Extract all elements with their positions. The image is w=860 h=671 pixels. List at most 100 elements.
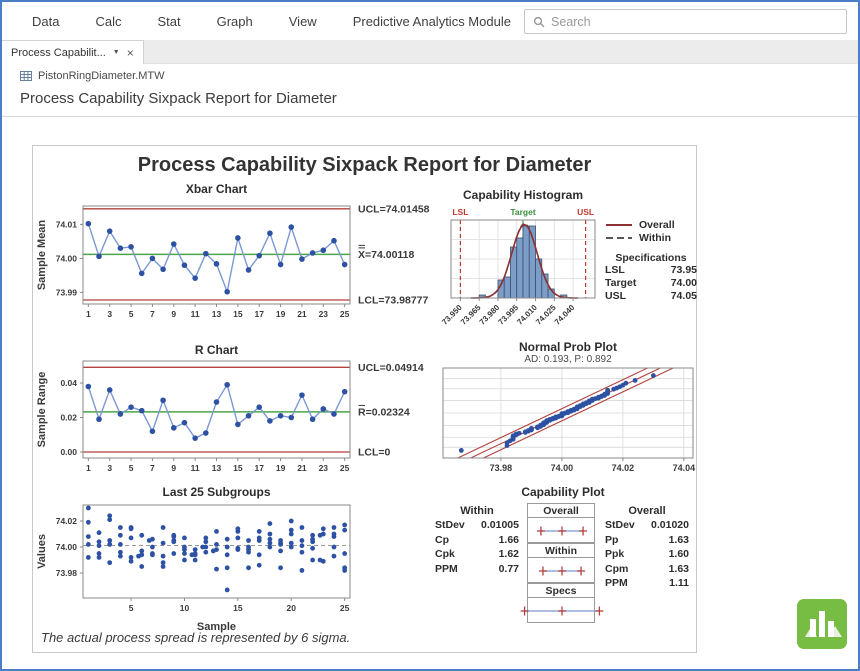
stat-row: StDev0.01005 [435, 518, 519, 533]
report-canvas[interactable]: Process Capability Sixpack Report for Di… [32, 145, 697, 653]
svg-text:74.02: 74.02 [56, 516, 78, 526]
stat-row: Cpk1.62 [435, 547, 519, 562]
interval-overall-label: Overall [527, 503, 595, 518]
svg-text:0.00: 0.00 [60, 447, 77, 457]
svg-text:15: 15 [233, 309, 243, 319]
spec-target-value: 74.00 [671, 277, 697, 290]
svg-text:1: 1 [86, 463, 91, 473]
worksheet-grid-icon [20, 70, 32, 82]
tab-dropdown-icon[interactable]: ▼ [113, 49, 120, 56]
menu-data[interactable]: Data [32, 14, 59, 29]
svg-text:LCL=0: LCL=0 [358, 446, 391, 458]
minitab-logo [797, 599, 847, 649]
svg-text:3: 3 [107, 309, 112, 319]
worksheet-name: PistonRingDiameter.MTW [38, 70, 165, 82]
svg-text:74.040: 74.040 [553, 303, 577, 327]
capability-histogram: LSLUSLTarget73.95073.96573.98073.99574.0… [433, 198, 633, 333]
bar-chart-icon [797, 599, 847, 649]
tab-process-capability[interactable]: Process Capabilit... ▼ × [2, 40, 144, 64]
svg-text:UCL=74.01458: UCL=74.01458 [358, 203, 430, 215]
specifications-title: Specifications [605, 252, 697, 264]
interval-specs [512, 598, 612, 623]
worksheet-link[interactable]: PistonRingDiameter.MTW [20, 70, 165, 82]
svg-text:25: 25 [340, 463, 350, 473]
svg-text:0.04: 0.04 [60, 378, 77, 388]
svg-text:11: 11 [191, 309, 200, 319]
spec-row-lsl: LSL 73.95 [605, 264, 697, 277]
menu-calc[interactable]: Calc [95, 14, 121, 29]
svg-text:Sample Mean: Sample Mean [36, 220, 48, 291]
interval-overall-zone [527, 518, 595, 543]
last-25-subgroups-chart: 74.0274.0073.98510152025ValuesSample [33, 493, 433, 643]
svg-text:73.99: 73.99 [56, 287, 78, 297]
menu-bar: Data Calc Stat Graph View Predictive Ana… [2, 2, 858, 40]
overall-stats-title: Overall [605, 504, 689, 518]
svg-text:5: 5 [129, 463, 134, 473]
normal-prob-plot: 73.9874.0074.0274.04 [403, 364, 713, 476]
svg-text:Values: Values [36, 534, 48, 569]
svg-text:5: 5 [129, 309, 134, 319]
capability-plot-title: Capability Plot [438, 485, 688, 499]
svg-text:3: 3 [107, 463, 112, 473]
svg-text:10: 10 [180, 603, 190, 613]
spec-lsl-label: LSL [605, 264, 625, 277]
stat-row: PPM1.11 [605, 576, 689, 591]
interval-within-label: Within [527, 543, 595, 558]
svg-text:20: 20 [287, 603, 297, 613]
svg-text:17: 17 [254, 309, 264, 319]
svg-text:21: 21 [297, 463, 307, 473]
within-stats-title: Within [435, 504, 519, 518]
menu-stat[interactable]: Stat [157, 14, 180, 29]
spec-usl-value: 74.05 [671, 290, 697, 303]
tab-label: Process Capabilit... [11, 47, 106, 59]
svg-text:74.00: 74.00 [56, 253, 78, 263]
legend-within-label: Within [639, 232, 671, 244]
spec-row-usl: USL 74.05 [605, 290, 697, 303]
svg-text:0.02: 0.02 [60, 413, 77, 423]
stat-row: Cp1.66 [435, 533, 519, 548]
interval-specs-label: Specs [527, 583, 595, 598]
svg-text:7: 7 [150, 463, 155, 473]
app-window: Data Calc Stat Graph View Predictive Ana… [0, 0, 860, 671]
svg-text:5: 5 [129, 603, 134, 613]
legend-overall-label: Overall [639, 219, 675, 231]
menu-view[interactable]: View [289, 14, 317, 29]
search-placeholder: Search [551, 15, 591, 29]
stat-row: Cpm1.63 [605, 562, 689, 577]
page-title: Process Capability Sixpack Report for Di… [20, 90, 337, 107]
search-input[interactable]: Search [524, 9, 847, 34]
svg-text:9: 9 [171, 463, 176, 473]
xbar-chart: 74.0174.0073.99135791113151719212325Samp… [33, 194, 493, 326]
spec-row-target: Target 74.00 [605, 277, 697, 290]
svg-text:74.02: 74.02 [612, 463, 635, 473]
interval-specs-zone [527, 598, 595, 623]
interval-within [512, 558, 612, 583]
svg-text:X=74.00118: X=74.00118 [358, 249, 415, 261]
search-icon [533, 16, 545, 28]
svg-text:19: 19 [276, 309, 286, 319]
svg-text:21: 21 [297, 309, 307, 319]
menu-predictive-analytics-module[interactable]: Predictive Analytics Module [353, 14, 511, 29]
svg-text:13: 13 [212, 463, 222, 473]
svg-text:25: 25 [340, 309, 350, 319]
report-title: Process Capability Sixpack Report for Di… [33, 154, 696, 177]
svg-text:USL: USL [577, 207, 594, 217]
histogram-legend: Overall Within Specifications LSL 73.95 … [605, 218, 697, 303]
spec-lsl-value: 73.95 [671, 264, 697, 277]
svg-text:13: 13 [212, 309, 222, 319]
svg-text:Sample Range: Sample Range [36, 372, 48, 448]
svg-text:15: 15 [233, 603, 243, 613]
stat-row: Ppk1.60 [605, 547, 689, 562]
menu-graph[interactable]: Graph [217, 14, 253, 29]
svg-text:73.98: 73.98 [56, 568, 78, 578]
svg-text:73.98: 73.98 [490, 463, 513, 473]
svg-text:15: 15 [233, 463, 243, 473]
spec-target-label: Target [605, 277, 636, 290]
interval-within-zone [527, 558, 595, 583]
spec-usl-label: USL [605, 290, 626, 303]
specifications-block: Specifications LSL 73.95 Target 74.00 US… [605, 252, 697, 303]
tab-close-icon[interactable]: × [127, 48, 134, 58]
svg-text:LCL=73.98777: LCL=73.98777 [358, 295, 428, 307]
report-footnote: The actual process spread is represented… [41, 630, 350, 645]
svg-text:17: 17 [254, 463, 264, 473]
